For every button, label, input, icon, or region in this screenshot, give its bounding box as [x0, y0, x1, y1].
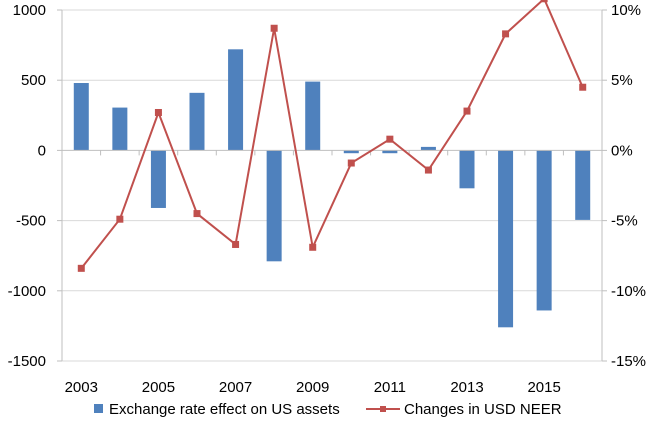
y-right-tick-label: 0% — [611, 142, 633, 159]
bar-2008 — [266, 150, 282, 262]
bar-2010 — [343, 150, 359, 154]
bar-series — [73, 49, 591, 328]
x-tick-label: 2005 — [142, 379, 175, 396]
y-right-tick-label: 5% — [611, 72, 633, 89]
line-point-2007 — [232, 240, 240, 248]
line-path — [80, 0, 584, 269]
legend-swatch-bars — [94, 404, 103, 413]
line-point-2016 — [579, 83, 587, 91]
line-point-2015 — [540, 0, 548, 3]
line-point-2003 — [77, 264, 85, 272]
line-point-2014 — [502, 30, 510, 38]
y-left-tick-label: 500 — [21, 72, 46, 89]
gridlines — [62, 9, 602, 362]
bar-2005 — [150, 150, 166, 208]
x-tick-label: 2009 — [296, 379, 329, 396]
line-point-2005 — [154, 108, 162, 116]
y-right-tick-label: -5% — [611, 213, 638, 230]
tick-labels: 1000 500 0 -500 -1000 -1500 10% 5% 0% -5% -10% -15%… — [8, 2, 646, 396]
bar-2014 — [498, 150, 514, 328]
line-point-2004 — [116, 215, 124, 223]
line-point-2013 — [463, 107, 471, 115]
line-point-2006 — [193, 210, 201, 218]
line-series — [77, 0, 587, 272]
line-point-2009 — [309, 243, 317, 251]
legend-marker-line — [380, 406, 386, 412]
x-tick-label: 2015 — [527, 379, 560, 396]
bar-2006 — [189, 92, 205, 151]
bar-2011 — [382, 150, 398, 154]
y-left-tick-label: 0 — [38, 142, 46, 159]
y-right-tick-label: 10% — [611, 2, 641, 19]
y-right-tick-label: -15% — [611, 353, 646, 370]
line-point-2008 — [270, 24, 278, 32]
line-point-2010 — [347, 159, 355, 167]
y-left-tick-label: -1000 — [8, 283, 46, 300]
y-left-tick-label: -1500 — [8, 353, 46, 370]
x-tick-label: 2003 — [65, 379, 98, 396]
bar-2015 — [536, 150, 552, 311]
legend: Exchange rate effect on US assets Change… — [94, 401, 562, 418]
x-tick-label: 2013 — [450, 379, 483, 396]
bar-2004 — [112, 107, 128, 151]
bar-2013 — [459, 150, 475, 189]
line-point-2011 — [386, 135, 394, 143]
x-tick-label: 2011 — [374, 379, 406, 396]
legend-label-line: Changes in USD NEER — [404, 401, 562, 418]
bar-2016 — [575, 150, 591, 220]
y-right-tick-label: -10% — [611, 283, 646, 300]
y-left-tick-label: 1000 — [13, 2, 46, 19]
x-tick-label: 2007 — [219, 379, 252, 396]
line-point-2012 — [424, 166, 432, 174]
bar-2003 — [73, 83, 89, 151]
y-left-tick-label: -500 — [16, 213, 46, 230]
axes — [57, 9, 607, 362]
bar-2007 — [228, 49, 244, 151]
bar-2009 — [305, 81, 321, 151]
legend-label-bars: Exchange rate effect on US assets — [109, 401, 340, 418]
bar-2012 — [420, 146, 436, 151]
